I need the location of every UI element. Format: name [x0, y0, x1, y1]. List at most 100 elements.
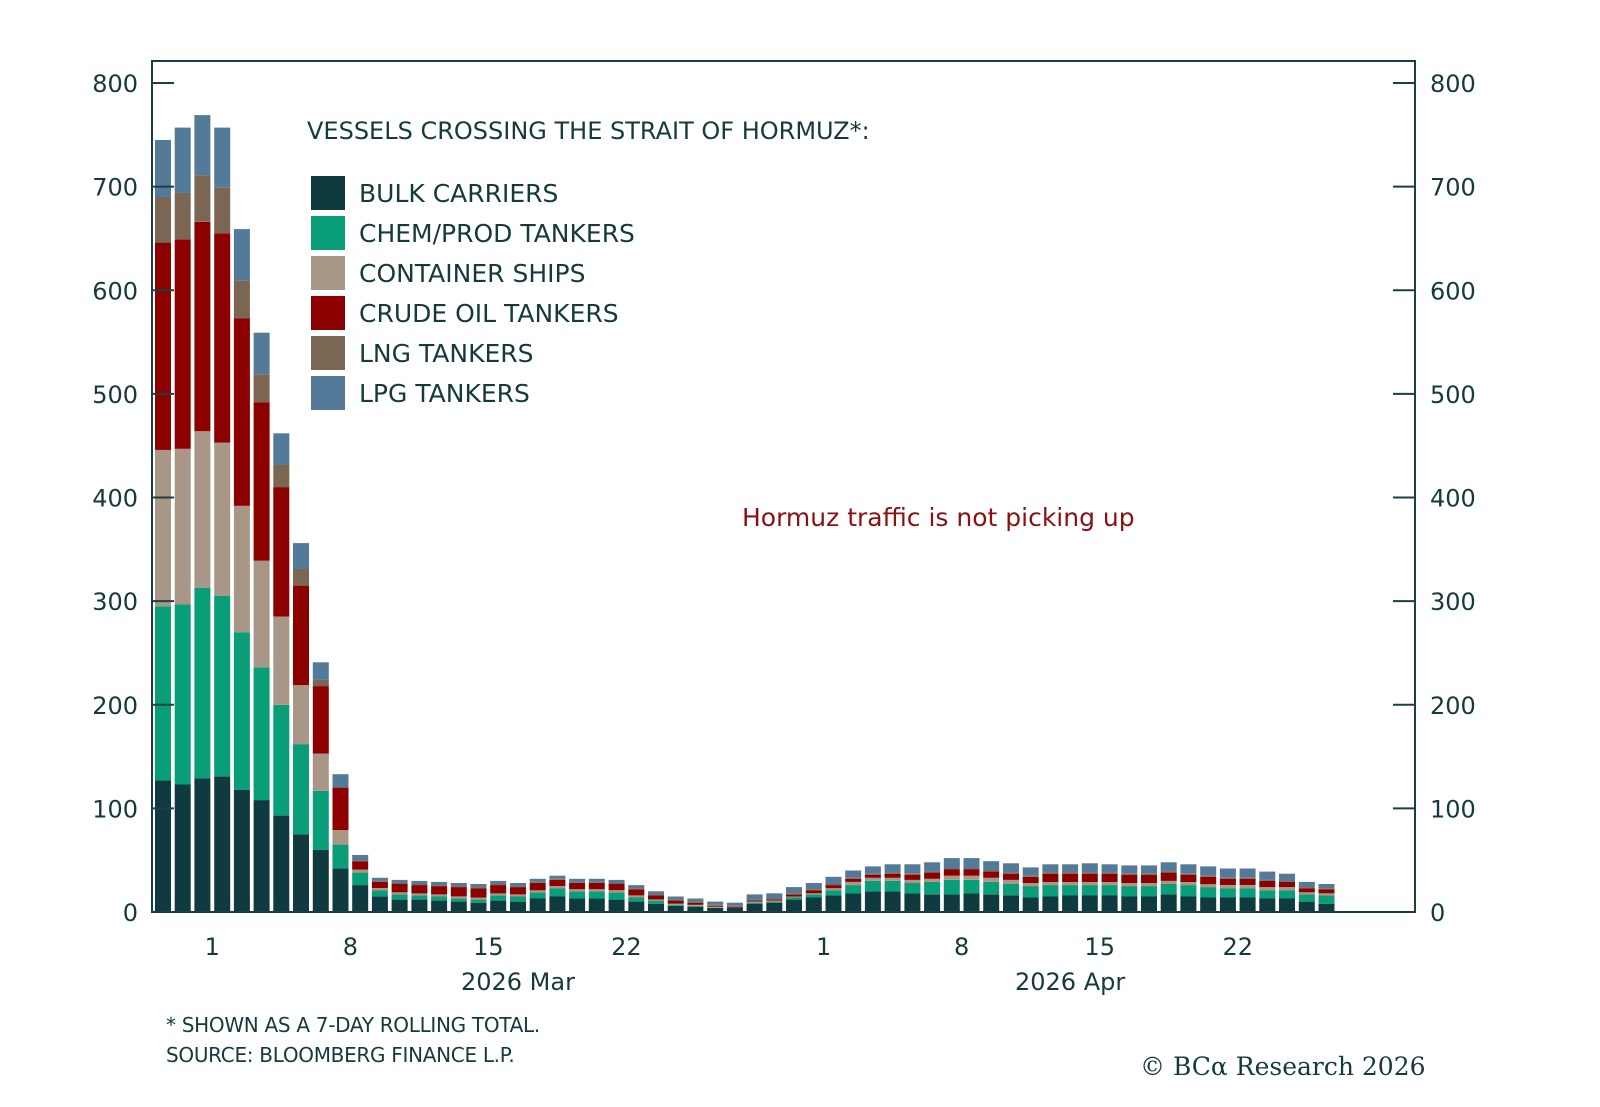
bar-segment	[1239, 868, 1256, 878]
bar-segment	[1101, 872, 1118, 874]
bar-segment	[490, 880, 507, 884]
y-tick-label-right: 300	[1430, 588, 1476, 616]
bar-segment	[371, 881, 388, 889]
bar-segment	[1121, 883, 1138, 887]
bar-segment	[1180, 885, 1197, 897]
bar-segment	[1298, 892, 1315, 895]
bar-segment	[273, 616, 290, 705]
bar-segment	[529, 890, 546, 893]
bar-segment	[904, 874, 921, 880]
legend-label: LNG TANKERS	[359, 339, 534, 368]
bar-segment	[174, 239, 191, 449]
bar-segment	[411, 884, 428, 885]
bar-segment	[1200, 866, 1217, 876]
bar-segment	[924, 872, 941, 879]
bar-segment	[805, 893, 822, 895]
bar-segment	[431, 881, 448, 885]
bar-segment	[687, 904, 704, 906]
bar-segment	[1219, 897, 1236, 912]
axes-layer: 0 0 100 100 200 200 300 300 400 400 500 500 600 600 70…	[92, 60, 1476, 996]
bar-segment	[549, 878, 566, 880]
bar-segment	[510, 901, 526, 912]
legend-swatch	[311, 176, 345, 210]
bar-segment	[233, 318, 250, 506]
bar-segment	[1141, 886, 1157, 897]
bar-segment	[628, 897, 645, 902]
bar-segment	[194, 175, 211, 222]
bar-segment	[312, 849, 329, 912]
bar-segment	[1081, 863, 1098, 873]
bar-segment	[450, 886, 467, 888]
bar-segment	[1239, 877, 1256, 879]
bar-segment	[864, 877, 881, 881]
bar-segment	[628, 901, 645, 912]
bar-segment	[648, 895, 664, 900]
bar-segment	[1279, 887, 1295, 891]
bar-segment	[707, 901, 724, 905]
bar-segment	[687, 902, 704, 905]
bar-segment	[549, 896, 566, 912]
bar-segment	[450, 898, 467, 902]
bar-segment	[450, 883, 467, 887]
bar-segment	[766, 899, 783, 901]
bar-segment	[411, 895, 428, 900]
bar-segment	[1121, 874, 1138, 883]
bar-segment	[549, 879, 566, 887]
bar-segment	[1042, 864, 1059, 873]
bar-segment	[1081, 873, 1098, 882]
bar-segment	[214, 776, 231, 912]
bar-segment	[352, 869, 369, 873]
legend-label: BULK CARRIERS	[359, 179, 558, 208]
copyright-text: © BCα Research 2026	[1140, 1052, 1426, 1081]
bar-segment	[766, 902, 783, 912]
bar-segment	[1141, 873, 1157, 875]
bar-segment	[411, 893, 428, 896]
bar-segment	[1298, 901, 1315, 912]
bars-layer	[155, 115, 1335, 912]
bar-segment	[1239, 888, 1256, 898]
bar-segment	[411, 885, 428, 894]
bar-segment	[312, 753, 329, 791]
x-month-label: 2026 Apr	[1015, 968, 1125, 996]
bar-segment	[845, 881, 862, 885]
bar-segment	[1042, 885, 1059, 897]
bar-segment	[1180, 864, 1197, 874]
y-tick-label-right: 100	[1430, 795, 1476, 823]
bar-segment	[1003, 872, 1019, 874]
bar-segment	[470, 899, 487, 903]
bar-segment	[214, 442, 231, 596]
bar-segment	[588, 889, 605, 892]
bar-segment	[1042, 872, 1059, 874]
bar-segment	[726, 905, 743, 907]
y-tick-label-left: 100	[92, 795, 138, 823]
bar-segment	[1318, 893, 1335, 896]
bar-segment	[1101, 864, 1118, 873]
bar-segment	[1298, 894, 1315, 902]
bar-segment	[273, 487, 290, 617]
bar-segment	[155, 606, 171, 781]
bar-segment	[194, 115, 211, 176]
bar-segment	[1101, 881, 1118, 885]
bar-segment	[864, 880, 881, 892]
bar-segment	[1042, 873, 1059, 882]
bar-segment	[746, 903, 763, 912]
bar-segment	[943, 894, 960, 912]
bar-segment	[391, 883, 408, 884]
bar-segment	[1259, 879, 1276, 881]
bar-segment	[253, 402, 270, 561]
bar-segment	[470, 897, 487, 900]
bar-segment	[588, 883, 605, 890]
bar-segment	[1042, 881, 1059, 885]
x-tick-label: 1	[816, 933, 831, 961]
bar-segment	[490, 885, 507, 894]
bar-segment	[707, 906, 724, 908]
bar-segment	[845, 878, 862, 882]
bar-segment	[1081, 881, 1098, 885]
bar-segment	[746, 900, 763, 902]
bar-segment	[312, 679, 329, 687]
bar-segment	[845, 870, 862, 878]
bar-segment	[904, 864, 921, 874]
bar-segment	[490, 895, 507, 901]
bar-segment	[1200, 875, 1217, 877]
bar-segment	[963, 879, 980, 894]
